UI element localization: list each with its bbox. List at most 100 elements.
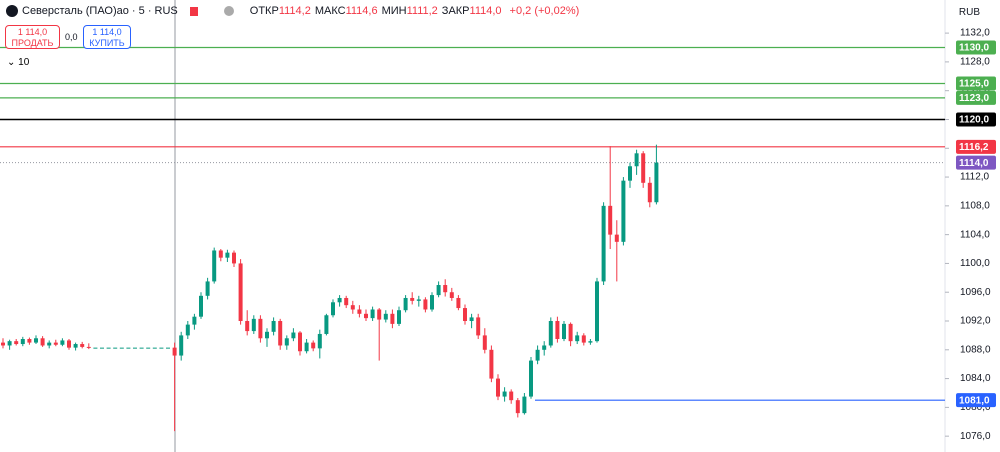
- candle-body: [595, 281, 599, 342]
- candle-body: [410, 297, 415, 301]
- candle-body: [588, 341, 593, 343]
- sell-price: 1 114,0: [17, 27, 48, 37]
- last-price-label-bg: [956, 155, 996, 170]
- candle-body: [119, 347, 124, 349]
- y-tick-label: 1088,0: [960, 344, 991, 355]
- candle-body: [515, 400, 520, 414]
- candle-body: [47, 342, 52, 346]
- candle-body: [20, 339, 25, 345]
- flag-icon[interactable]: [189, 6, 198, 16]
- last-price-label: 1114,0: [959, 158, 989, 169]
- level-label-bg: [956, 112, 996, 127]
- candle-body: [449, 292, 454, 298]
- candle-body: [284, 338, 289, 346]
- candle-body: [172, 347, 177, 356]
- candle-body: [641, 153, 646, 183]
- candle-body: [251, 318, 256, 332]
- candle-body: [27, 339, 32, 343]
- candle-body: [601, 205, 606, 282]
- stat-label: ЗАКР: [441, 5, 470, 17]
- level-label: 1130,0: [959, 43, 989, 54]
- candle-body: [489, 349, 494, 379]
- candle-body: [568, 323, 573, 342]
- candle-body: [258, 318, 263, 339]
- candle-body: [80, 344, 85, 347]
- candle-body: [509, 391, 514, 401]
- candle-body: [581, 335, 586, 343]
- buy-label: КУПИТЬ: [89, 38, 125, 48]
- candle-body: [113, 347, 118, 349]
- candle-body: [377, 309, 382, 320]
- candle-body: [548, 321, 553, 346]
- stat-label: МАКС: [314, 5, 346, 17]
- candle-body: [469, 317, 474, 322]
- candle-body: [502, 391, 507, 397]
- candle-body: [436, 285, 441, 296]
- y-tick-label: 1080,0: [960, 402, 991, 413]
- candle-body: [192, 316, 197, 325]
- stat-label: ОТКР: [249, 5, 279, 17]
- candle-body: [535, 349, 540, 361]
- candle-body: [423, 299, 428, 310]
- buy-price: 1 114,0: [92, 27, 122, 37]
- candle-body: [225, 252, 230, 258]
- candle-body: [106, 347, 111, 349]
- candle-body: [350, 305, 355, 310]
- candle-body: [1, 342, 5, 346]
- y-tick-label: 1112,0: [960, 172, 990, 183]
- candle-body: [357, 309, 362, 314]
- sell-button[interactable]: 1 114,0 ПРОДАТЬ: [5, 25, 60, 49]
- candle-body: [403, 297, 408, 311]
- candle-body: [529, 360, 533, 397]
- y-tick-label: 1076,0: [960, 431, 991, 442]
- candle-body: [34, 338, 38, 343]
- candle-body: [238, 263, 243, 322]
- candle-body: [218, 250, 223, 258]
- collapse-icon[interactable]: [223, 6, 234, 16]
- candle-body: [271, 321, 276, 332]
- candle-body: [647, 182, 652, 203]
- y-tick-label: 1100,0: [960, 258, 990, 269]
- buy-button[interactable]: 1 114,0 КУПИТЬ: [83, 25, 131, 49]
- level-label: 1116,2: [959, 142, 989, 153]
- candle-body: [166, 347, 170, 349]
- candle-body: [265, 331, 269, 339]
- sell-label: ПРОДАТЬ: [11, 38, 54, 48]
- candle-body: [86, 346, 91, 348]
- quantity-select[interactable]: ⌄ 10: [3, 55, 35, 71]
- candle-body: [324, 315, 329, 334]
- candle-body: [139, 347, 144, 349]
- y-tick-label: 1084,0: [960, 373, 991, 384]
- candle-body: [482, 335, 487, 350]
- y-tick-label: 1104,0: [960, 229, 990, 240]
- currency[interactable]: RUB: [958, 7, 980, 18]
- candle-body: [575, 335, 580, 342]
- candle-body: [383, 313, 388, 320]
- candle-body: [232, 252, 236, 264]
- y-tick-label: 1108,0: [960, 200, 990, 211]
- candle-body: [614, 234, 619, 242]
- spread: 0,0: [65, 32, 78, 42]
- level-label: 1125,0: [959, 79, 989, 90]
- candle-body: [60, 340, 65, 345]
- candle-body: [608, 205, 613, 235]
- ohlc-stats: ОТКР1114,2 МАКС1114,6 МИН1111,2 ЗАКР1114,0: [250, 5, 506, 17]
- candle-body: [304, 342, 309, 352]
- candle-body: [456, 297, 461, 309]
- candle-body: [245, 321, 250, 332]
- change: +0,2 (+0,02%): [509, 5, 580, 17]
- stat-label: МИН: [381, 5, 407, 17]
- stat-value: 1111,2: [406, 5, 438, 17]
- y-tick-label: 1128,0: [960, 57, 990, 68]
- candle-body: [199, 295, 203, 317]
- candle-body: [654, 162, 659, 203]
- candle-body: [390, 313, 395, 324]
- symbol-title[interactable]: Северсталь (ПАО)ао · 5 · RUS: [22, 5, 178, 17]
- candle-body: [344, 297, 349, 306]
- candle-body: [628, 166, 632, 181]
- candle-body: [542, 345, 547, 350]
- candle-body: [463, 308, 467, 322]
- stat-value: 1114,2: [278, 5, 311, 17]
- candle-body: [212, 250, 217, 282]
